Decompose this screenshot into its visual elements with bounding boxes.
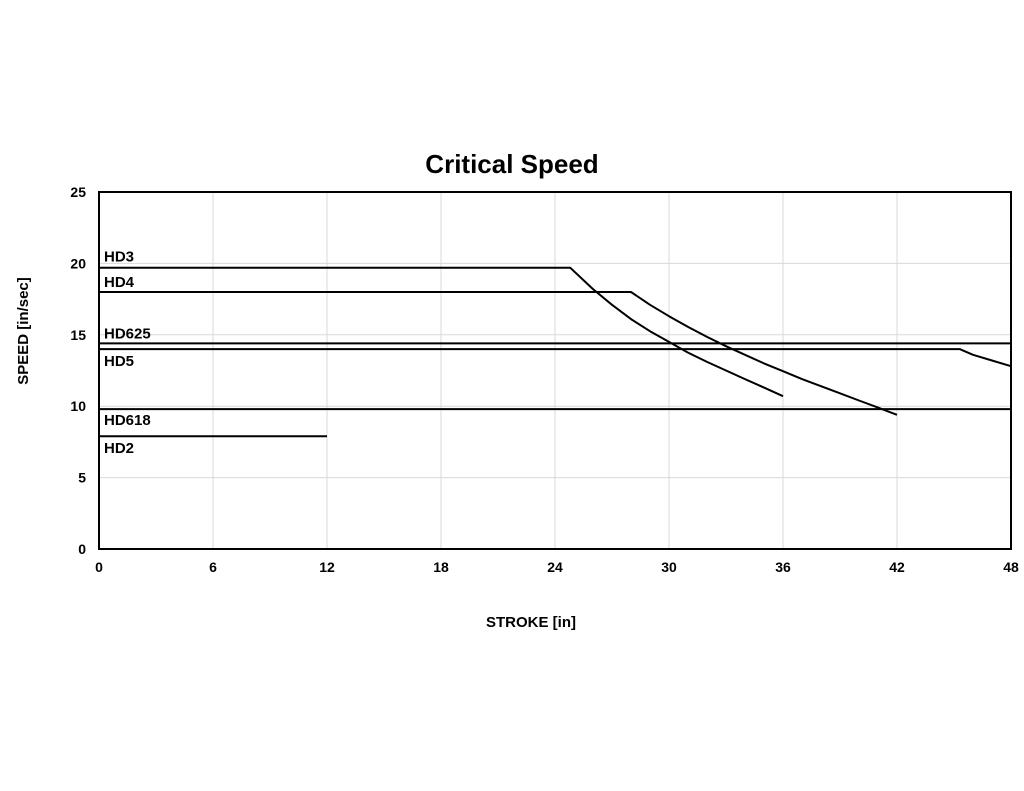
x-tick-label: 24 [547, 559, 563, 575]
series-label-hd3: HD3 [104, 249, 134, 266]
series-label-hd625: HD625 [104, 325, 151, 342]
y-axis-ticks: 0 5 10 15 20 25 [70, 184, 86, 557]
x-tick-label: 48 [1003, 559, 1019, 575]
x-tick-label: 36 [775, 559, 791, 575]
series-label-hd618: HD618 [104, 412, 151, 429]
gridlines [99, 192, 1011, 549]
y-tick-label: 10 [70, 398, 86, 414]
x-tick-label: 6 [209, 559, 217, 575]
x-tick-label: 0 [95, 559, 103, 575]
series-label-hd2: HD2 [104, 440, 134, 457]
y-tick-label: 5 [78, 470, 86, 486]
y-tick-label: 25 [70, 184, 86, 200]
series-label-hd4: HD4 [104, 274, 135, 291]
series-line-hd3 [99, 266, 784, 398]
x-axis-title: STROKE [in] [486, 614, 576, 631]
series-labels: HD3 HD4 HD625 HD5 HD618 HD2 [104, 249, 151, 458]
y-tick-label: 20 [70, 255, 86, 271]
plot-area-frame [98, 191, 1012, 550]
y-tick-label: 0 [78, 541, 86, 557]
x-tick-label: 42 [889, 559, 905, 575]
series-line-hd5 [99, 348, 1012, 368]
series-line-hd4 [99, 291, 898, 416]
series-lines [99, 266, 1012, 438]
x-tick-label: 12 [319, 559, 335, 575]
x-tick-label: 30 [661, 559, 677, 575]
y-axis-title: SPEED [in/sec] [15, 277, 32, 385]
series-label-hd5: HD5 [104, 353, 134, 370]
x-tick-label: 18 [433, 559, 449, 575]
x-axis-ticks: 0 6 12 18 24 30 36 42 48 [95, 559, 1019, 575]
chart-title: Critical Speed [425, 149, 598, 179]
y-tick-label: 15 [70, 327, 86, 343]
